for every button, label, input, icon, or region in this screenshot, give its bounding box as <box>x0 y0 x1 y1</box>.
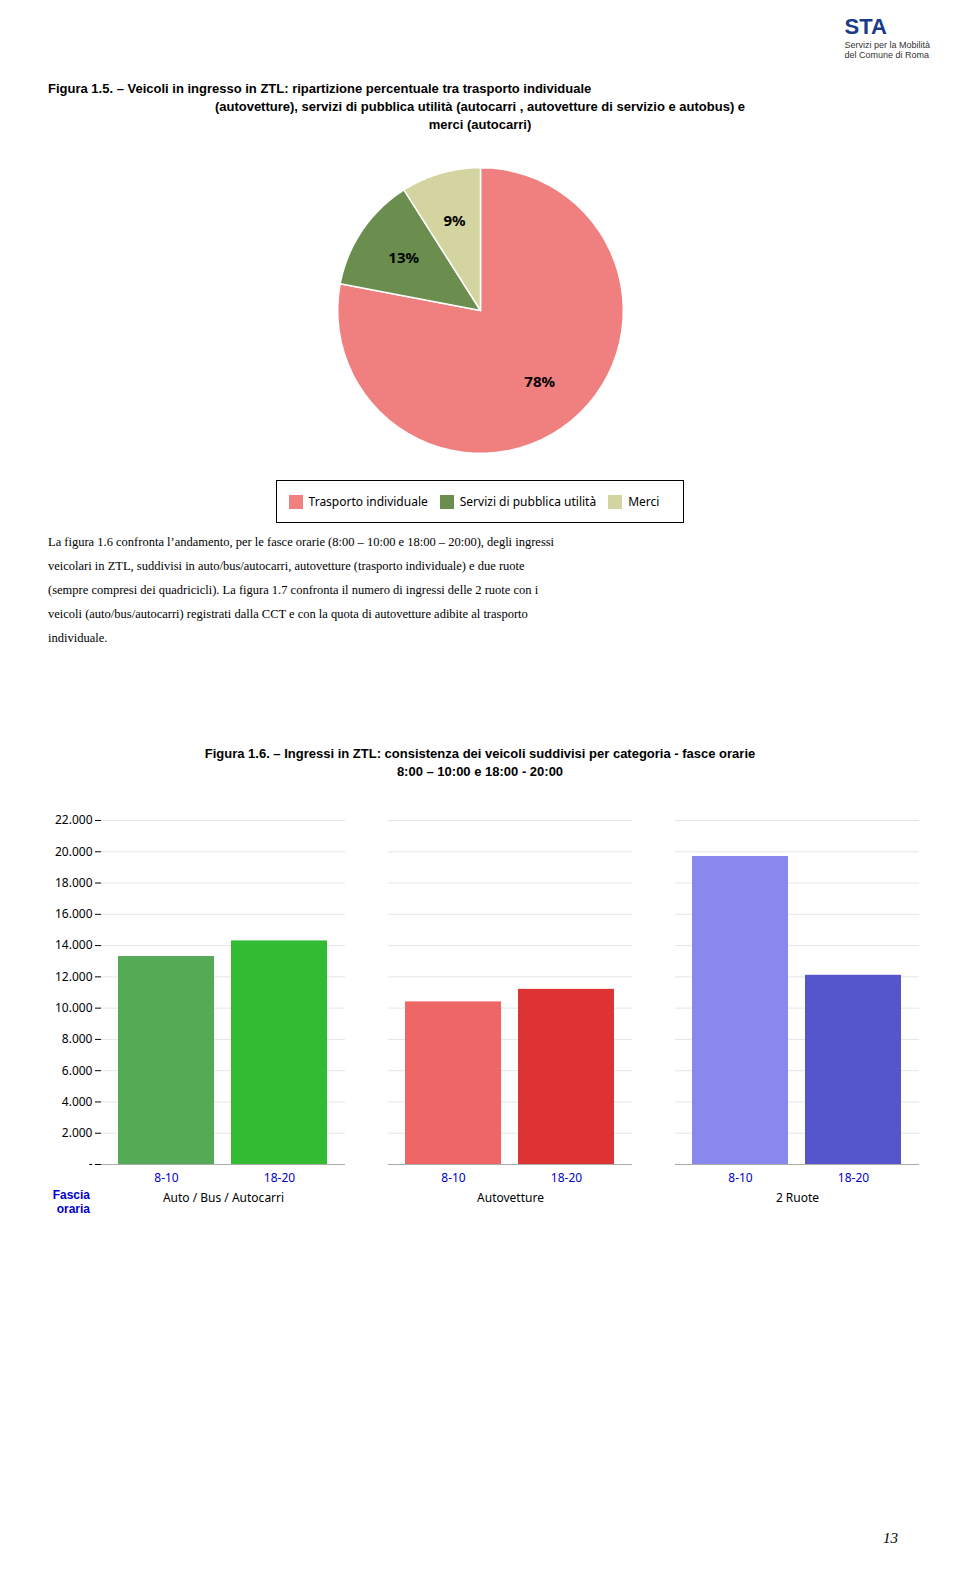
svg-text:20.000: 20.000 <box>55 843 93 860</box>
html-text:(autovetture), servizi di pubb: (autovetture), servizi di pubblica utili… <box>214 99 746 114</box>
html-text:del Comune di Roma: del Comune di Roma <box>844 50 929 60</box>
svg-text:10.000: 10.000 <box>55 999 93 1016</box>
html-text:8:00 – 10:00 e 18:00 - 20:00: 8:00 – 10:00 e 18:00 - 20:00 <box>396 764 564 779</box>
svg-text:18-20: 18-20 <box>264 1169 295 1186</box>
svg-text:8-10: 8-10 <box>154 1169 179 1186</box>
html-text:La figura 1.6 confronta l’anda: La figura 1.6 confronta l’andamento, per… <box>48 535 555 645</box>
svg-text:8-10: 8-10 <box>441 1169 466 1186</box>
svg-text:8-10: 8-10 <box>728 1169 753 1186</box>
html-text:Trasporto individuale: Trasporto individuale <box>308 493 428 510</box>
svg-text:9%: 9% <box>444 210 467 230</box>
svg-text:13%: 13% <box>388 247 419 267</box>
html-text:Servizi di pubblica utilità: Servizi di pubblica utilità <box>459 493 597 510</box>
svg-text:22.000: 22.000 <box>55 811 93 828</box>
html-text:merci (autocarri): merci (autocarri) <box>428 117 532 132</box>
svg-text:12.000: 12.000 <box>55 968 93 985</box>
svg-text:8.000: 8.000 <box>62 1030 93 1047</box>
html-text:Merci: Merci <box>628 493 660 510</box>
svg-text:18.000: 18.000 <box>55 874 93 891</box>
svg-text:6.000: 6.000 <box>62 1062 93 1079</box>
html-text:STA: STA <box>844 14 887 39</box>
svg-text:4.000: 4.000 <box>62 1093 93 1110</box>
svg-text:18-20: 18-20 <box>838 1169 869 1186</box>
html-text:Figura 1.6. – Ingressi in ZTL:: Figura 1.6. – Ingressi in ZTL: consisten… <box>204 746 756 761</box>
svg-text:14.000: 14.000 <box>55 936 93 953</box>
svg-text:18-20: 18-20 <box>551 1169 582 1186</box>
svg-text:2 Ruote: 2 Ruote <box>776 1189 819 1206</box>
svg-text:16.000: 16.000 <box>55 905 93 922</box>
svg-text:Auto / Bus / Autocarri: Auto / Bus / Autocarri <box>163 1189 284 1206</box>
html-text:Servizi per la Mobilità: Servizi per la Mobilità <box>844 40 930 50</box>
html-text:Figura 1.5. – Veicoli in ingre: Figura 1.5. – Veicoli in ingresso in ZTL… <box>48 81 592 96</box>
svg-text:-: - <box>89 1155 93 1172</box>
svg-text:2.000: 2.000 <box>62 1124 93 1141</box>
html-text:13: 13 <box>883 1530 898 1546</box>
svg-text:78%: 78% <box>524 371 555 391</box>
svg-text:Autovetture: Autovetture <box>477 1189 544 1206</box>
html-text:Fascia oraria: Fascia oraria <box>52 1188 90 1216</box>
